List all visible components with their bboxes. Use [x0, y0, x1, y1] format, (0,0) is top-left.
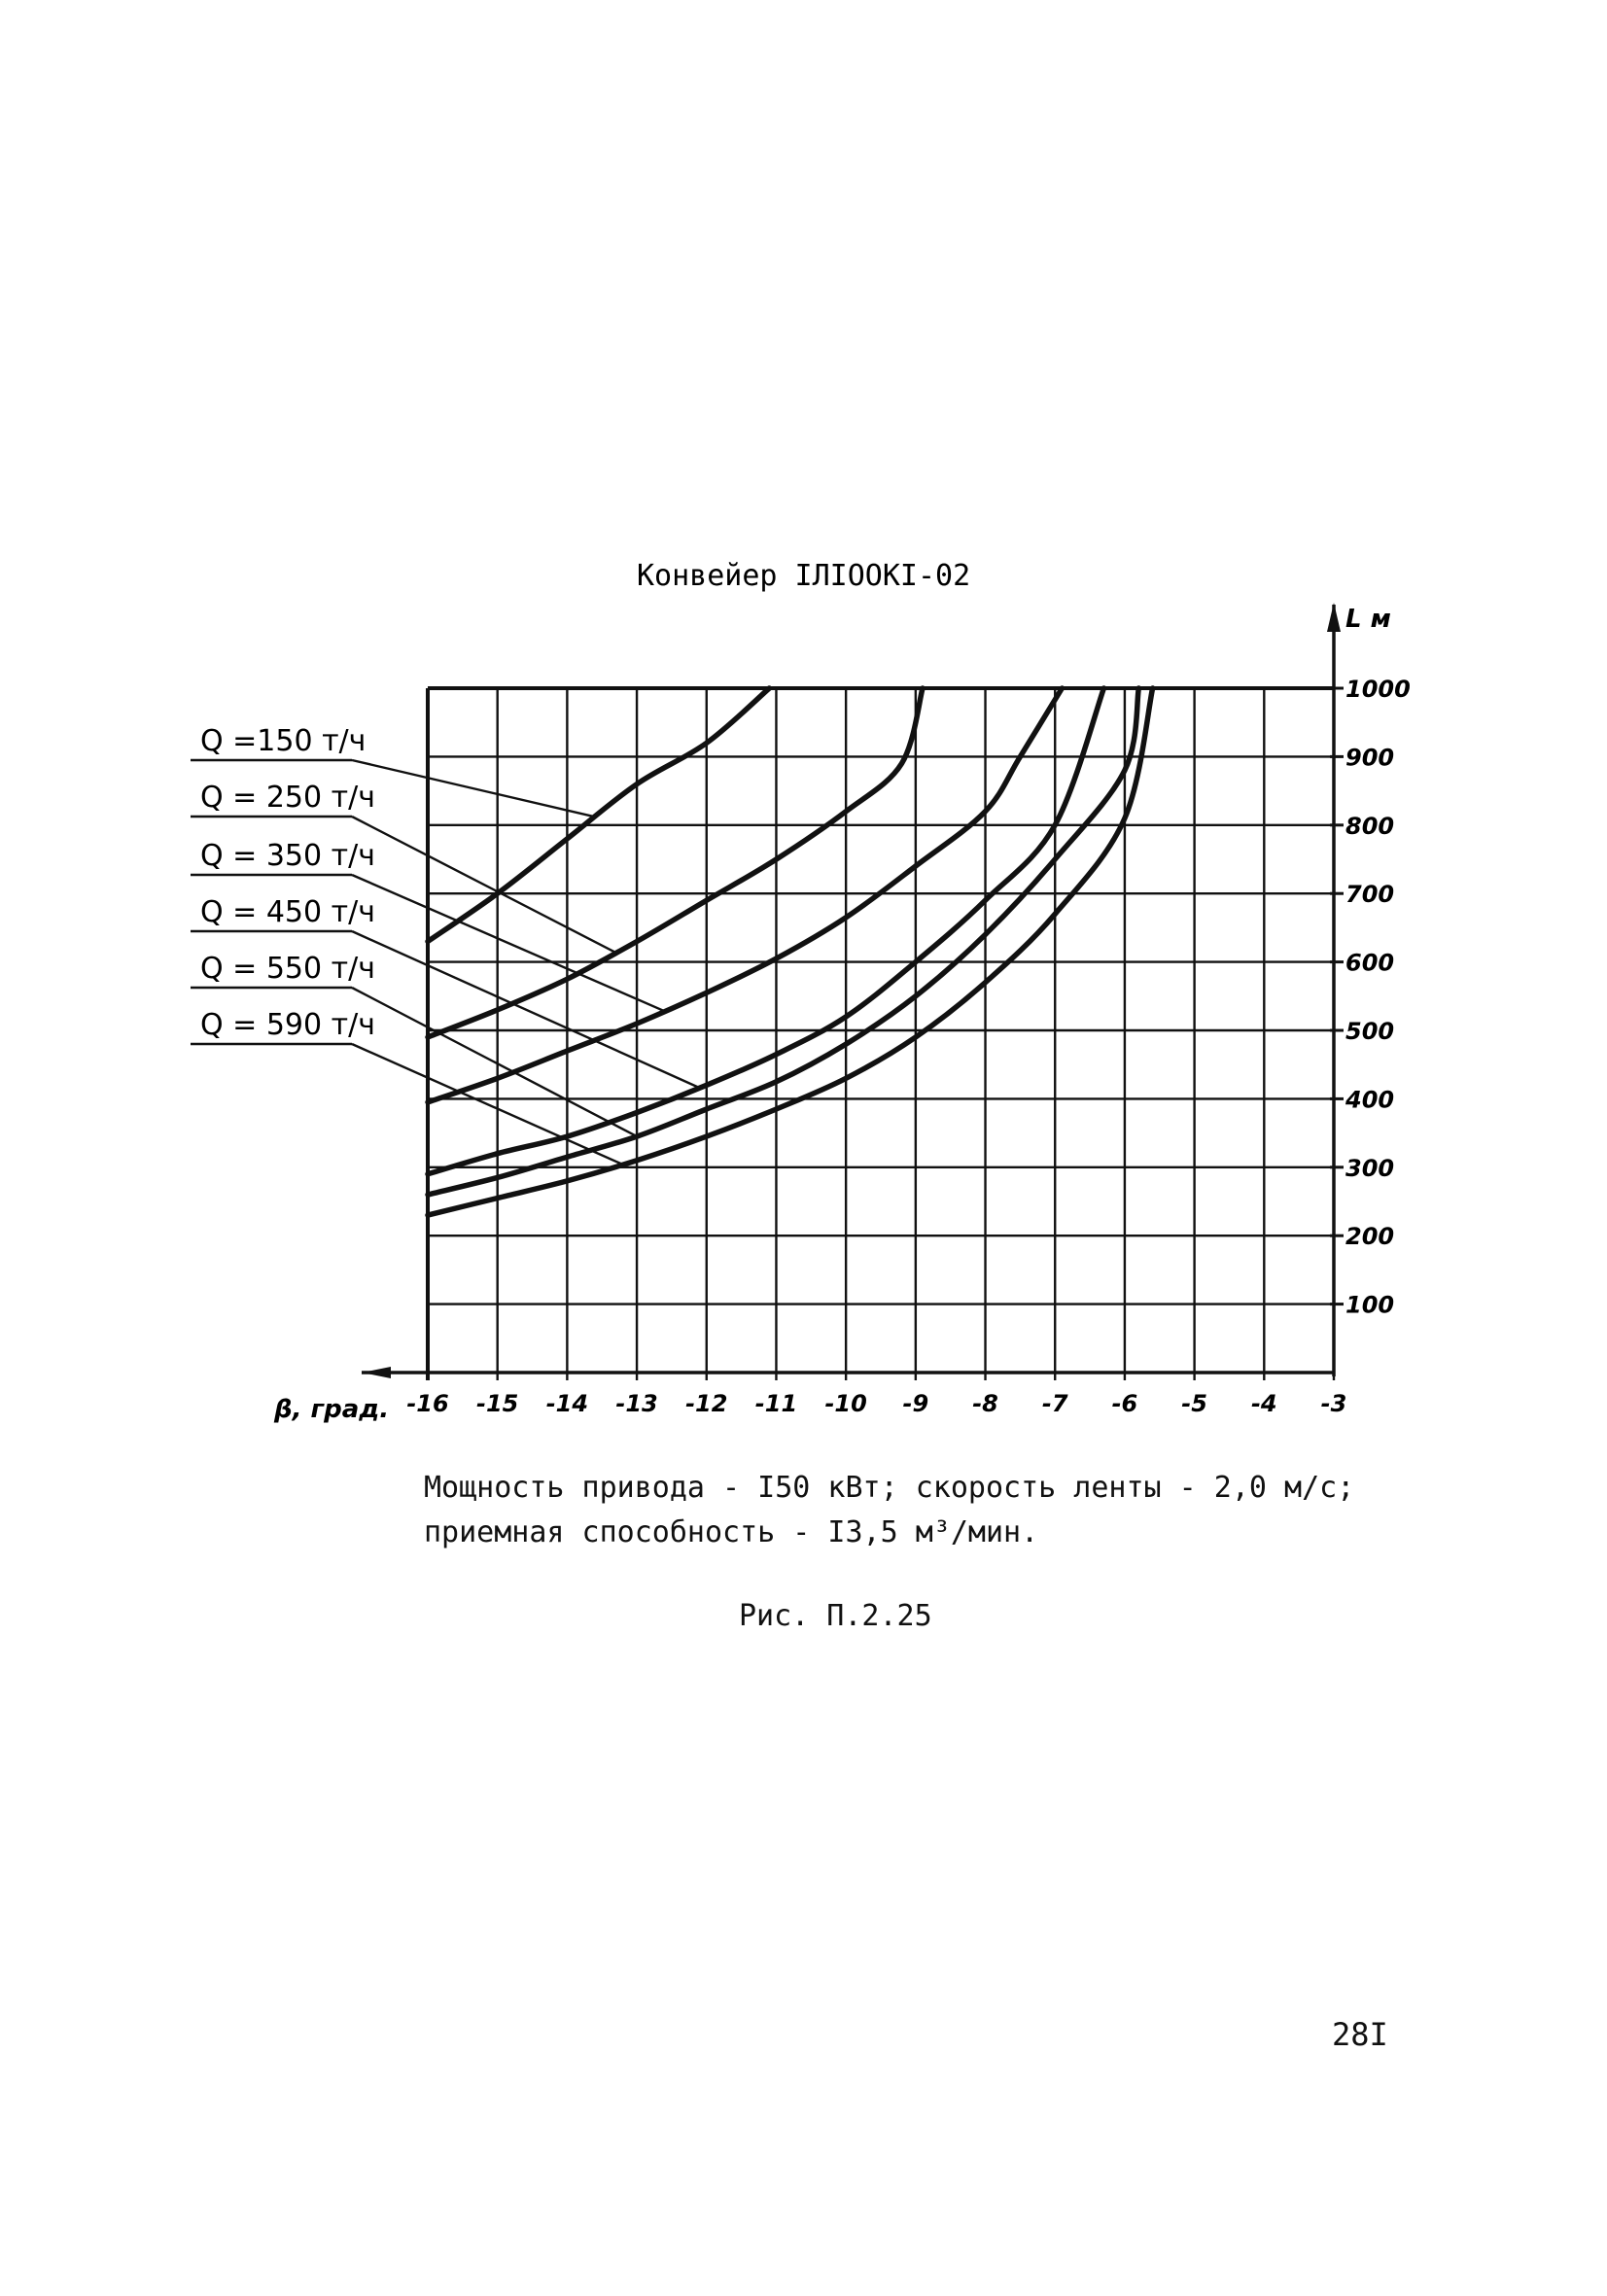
legend-leaders: [191, 758, 701, 1166]
y-tick-label: 400: [1345, 1086, 1394, 1113]
y-tick-label: 900: [1345, 744, 1394, 771]
y-tick-label: 200: [1345, 1223, 1394, 1250]
x-tick-label: -9: [903, 1390, 929, 1417]
caption-line-2: приемная способность - I3,5 м³/мин.: [424, 1515, 1039, 1549]
caption-line-1: Мощность привода - I50 кВт; скорость лен…: [424, 1471, 1355, 1505]
legend-leader-3: [351, 873, 666, 1013]
x-tick-label: -13: [615, 1390, 657, 1417]
page-number: 28I: [1332, 2016, 1388, 2053]
series-line-5: [425, 685, 1142, 1198]
x-tick-label: -7: [1042, 1390, 1068, 1417]
x-tick-label: -3: [1321, 1390, 1347, 1417]
legend-label-3: Q = 350 т/ч: [200, 839, 375, 873]
x-tick-label: -15: [476, 1390, 518, 1417]
x-tick-label: -5: [1181, 1390, 1207, 1417]
legend-label-1: Q =150 т/ч: [200, 724, 366, 758]
x-tick-label: -14: [546, 1390, 588, 1417]
y-axis-arrow: [1327, 603, 1341, 632]
y-tick-labels: 1000 900 800 700 600 500 400 300 200 100: [1345, 676, 1411, 1319]
x-tick-label: -10: [824, 1390, 866, 1417]
legend-leader-2: [351, 815, 617, 955]
chart-title: Конвейер IЛIOOKI-02: [637, 559, 970, 593]
chart-legend: Q =150 т/ч Q = 250 т/ч Q = 350 т/ч Q = 450 …: [200, 724, 375, 1042]
x-tick-label: -11: [755, 1390, 797, 1417]
x-tick-label: -4: [1251, 1390, 1277, 1417]
x-axis-arrow: [362, 1367, 391, 1378]
y-tick-label: 1000: [1345, 676, 1411, 703]
series-line-2: [425, 685, 926, 1040]
x-tick-label: -8: [972, 1390, 998, 1417]
legend-leader-1: [351, 758, 596, 818]
y-tick-label: 600: [1345, 950, 1394, 977]
legend-leader-5: [351, 986, 638, 1138]
chart-grid: [362, 603, 1344, 1380]
x-tick-label: -16: [406, 1390, 448, 1417]
figure-label: Рис. П.2.25: [739, 1599, 932, 1633]
legend-label-4: Q = 450 т/ч: [200, 895, 375, 929]
legend-label-5: Q = 550 т/ч: [200, 952, 375, 986]
chart-series: [425, 685, 1156, 1218]
x-tick-label: -12: [685, 1390, 727, 1417]
y-tick-label: 100: [1345, 1292, 1394, 1319]
y-tick-label: 300: [1345, 1155, 1394, 1182]
x-tick-labels: -16 -15 -14 -13 -12 -11 -10 -9 -8 -7 -6 -5 -4 -3: [406, 1390, 1346, 1417]
series-line-6: [425, 685, 1156, 1218]
legend-leader-4: [351, 929, 701, 1090]
series-line-4: [425, 685, 1107, 1177]
y-tick-label: 500: [1345, 1018, 1394, 1045]
legend-leader-6: [351, 1042, 624, 1166]
legend-label-6: Q = 590 т/ч: [200, 1008, 375, 1042]
x-tick-label: -6: [1112, 1390, 1138, 1417]
figure-caption: Мощность привода - I50 кВт; скорость лен…: [424, 1466, 1354, 1555]
y-tick-label: 700: [1345, 881, 1394, 908]
legend-label-2: Q = 250 т/ч: [200, 781, 375, 815]
series-line-3: [425, 685, 1066, 1105]
series-line-1: [425, 685, 773, 945]
x-axis-label: β, град.: [273, 1395, 389, 1424]
y-axis-label: L м: [1345, 605, 1391, 634]
y-tick-label: 800: [1345, 813, 1394, 840]
